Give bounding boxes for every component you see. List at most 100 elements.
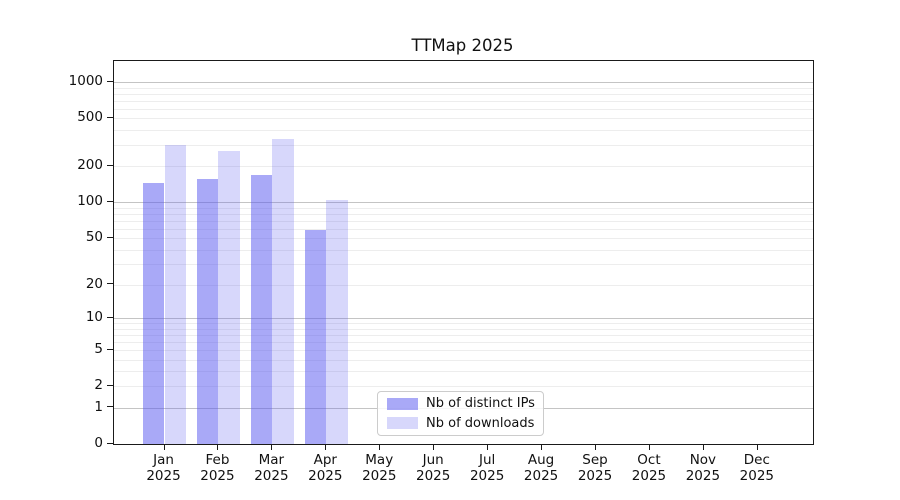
y-tick-label: 1000: [68, 73, 103, 90]
y-tick-label: 50: [85, 229, 103, 246]
year-label: 2025: [631, 468, 667, 484]
x-tick-label: Mar 2025: [241, 452, 301, 484]
legend-item-distinct-ips: Nb of distinct IPs: [378, 396, 543, 411]
x-tick-label: May 2025: [349, 452, 409, 484]
y-tick-label: 10: [85, 309, 103, 326]
x-tick-mark: [756, 444, 758, 450]
y-tick-label: 1: [94, 398, 103, 415]
month-label: Dec: [743, 452, 770, 468]
bar-downloads-apr: [326, 199, 348, 444]
y-tick-label: 2: [94, 377, 103, 394]
chart-title: TTMap 2025: [411, 36, 514, 55]
gridline-major: [114, 202, 813, 204]
gridline-minor: [114, 335, 813, 337]
x-tick-mark: [433, 444, 435, 450]
year-label: 2025: [362, 468, 397, 484]
bar-distinct-ips-mar: [250, 174, 273, 444]
gridline-minor: [114, 166, 813, 168]
month-label: May: [365, 452, 394, 468]
month-label: Feb: [205, 452, 230, 468]
gridline-minor: [114, 207, 813, 209]
x-tick-label: Jul 2025: [457, 452, 517, 484]
y-tick-mark: [107, 164, 113, 166]
gridline-minor: [114, 350, 813, 352]
bar-downloads-feb: [218, 151, 241, 444]
x-tick-label: Jun 2025: [403, 452, 463, 484]
bar-distinct-ips-feb: [196, 179, 219, 444]
x-tick-mark: [325, 444, 327, 450]
month-label: Oct: [637, 452, 661, 468]
gridline-major: [114, 82, 813, 84]
gridline-minor: [114, 328, 813, 330]
y-tick-label: 100: [77, 193, 103, 210]
y-tick-label: 5: [94, 341, 103, 358]
year-label: 2025: [739, 468, 774, 484]
gridline-minor: [114, 213, 813, 215]
gridline-minor: [114, 264, 813, 266]
y-tick-label: 20: [85, 275, 103, 292]
year-label: 2025: [254, 468, 289, 484]
month-label: Jan: [153, 452, 174, 468]
gridline-minor: [114, 93, 813, 95]
year-label: 2025: [685, 468, 721, 484]
year-label: 2025: [200, 468, 235, 484]
y-tick-mark: [107, 384, 113, 386]
plot-area: [113, 60, 814, 445]
gridline-minor: [114, 371, 813, 373]
y-tick-mark: [107, 316, 113, 318]
legend-label-distinct-ips: Nb of distinct IPs: [426, 396, 535, 412]
y-tick-mark: [107, 283, 113, 285]
month-label: Nov: [689, 452, 717, 468]
gridline-minor: [114, 220, 813, 222]
y-tick-mark: [107, 348, 113, 350]
y-tick-mark: [107, 200, 113, 202]
year-label: 2025: [416, 468, 451, 484]
year-label: 2025: [146, 468, 181, 484]
x-tick-label: Dec 2025: [727, 452, 787, 484]
bar-downloads-mar: [272, 139, 294, 444]
y-tick-mark: [107, 236, 113, 238]
gridline-minor: [114, 386, 813, 388]
x-tick-mark: [163, 444, 165, 450]
x-tick-label: Feb 2025: [187, 452, 247, 484]
x-tick-mark: [702, 444, 704, 450]
year-label: 2025: [469, 468, 505, 484]
x-tick-mark: [541, 444, 543, 450]
gridline-minor: [114, 284, 813, 286]
x-tick-label: Oct 2025: [619, 452, 679, 484]
month-label: Jul: [478, 452, 496, 468]
x-tick-mark: [595, 444, 597, 450]
gridline-minor: [114, 87, 813, 89]
y-tick-mark: [107, 116, 113, 118]
month-label: Apr: [313, 452, 337, 468]
gridline-minor: [114, 323, 813, 325]
year-label: 2025: [523, 468, 559, 484]
legend-swatch-distinct-ips: [387, 397, 418, 410]
year-label: 2025: [577, 468, 613, 484]
gridline-minor: [114, 108, 813, 110]
gridline-minor: [114, 145, 813, 147]
gridline-minor: [114, 342, 813, 344]
gridline-minor: [114, 359, 813, 361]
y-tick-label: 0: [94, 435, 103, 451]
bar-downloads-jan: [164, 145, 187, 444]
y-tick-label: 500: [77, 109, 103, 126]
x-tick-mark: [487, 444, 489, 450]
gridline-minor: [114, 228, 813, 230]
x-tick-mark: [379, 444, 381, 450]
x-tick-mark: [648, 444, 650, 450]
bar-distinct-ips-apr: [304, 230, 327, 444]
gridline-minor: [114, 249, 813, 251]
month-label: Sep: [582, 452, 608, 468]
bar-distinct-ips-jan: [142, 183, 165, 444]
legend-label-downloads: Nb of downloads: [426, 415, 535, 431]
x-tick-label: Nov 2025: [673, 452, 733, 484]
y-tick-mark: [107, 442, 113, 444]
x-tick-mark: [217, 444, 219, 450]
gridline-minor: [114, 100, 813, 102]
x-tick-label: Aug 2025: [511, 452, 571, 484]
year-label: 2025: [308, 468, 343, 484]
legend: Nb of distinct IPs Nb of downloads: [377, 391, 544, 436]
legend-swatch-downloads: [387, 417, 418, 430]
